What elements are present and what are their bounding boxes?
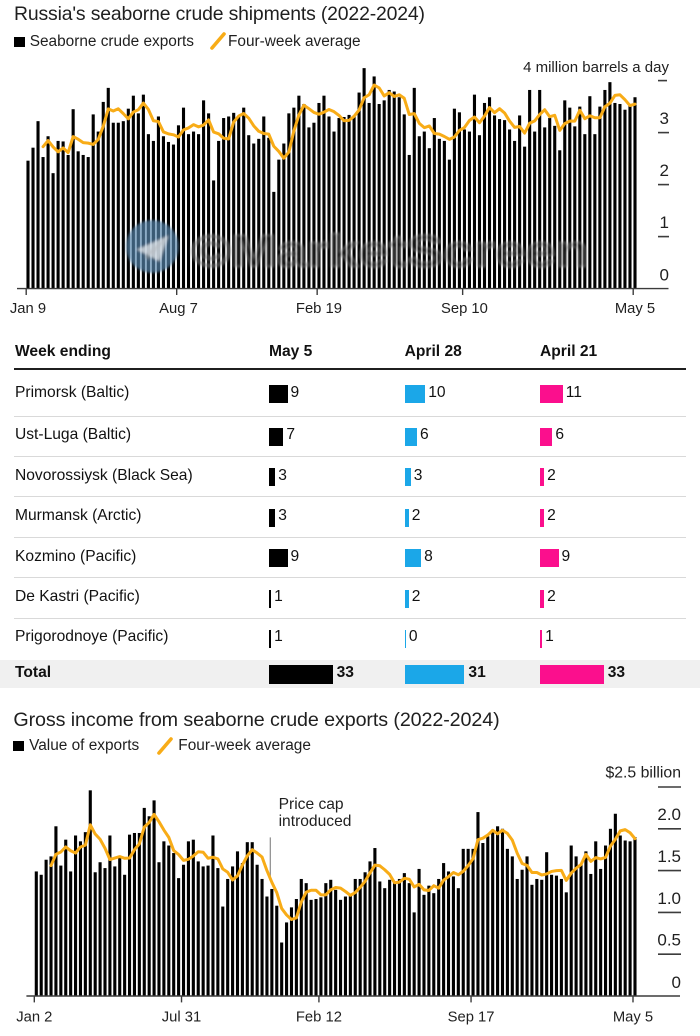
svg-text:Jul 31: Jul 31 xyxy=(162,1010,202,1026)
svg-text:Price cap: Price cap xyxy=(279,796,344,813)
svg-text:©MarketScreen: ©MarketScreen xyxy=(191,226,589,277)
svg-text:1: 1 xyxy=(660,213,669,232)
svg-text:Jan 2: Jan 2 xyxy=(16,1010,52,1026)
svg-text:1.5: 1.5 xyxy=(657,847,681,866)
svg-text:0.5: 0.5 xyxy=(657,931,681,950)
svg-text:0: 0 xyxy=(672,973,681,992)
svg-text:1.0: 1.0 xyxy=(657,889,681,908)
svg-text:May 5: May 5 xyxy=(615,301,655,317)
svg-text:Feb 19: Feb 19 xyxy=(296,301,342,317)
svg-text:2: 2 xyxy=(660,161,669,180)
svg-text:Aug 7: Aug 7 xyxy=(159,301,198,317)
svg-text:May 5: May 5 xyxy=(613,1010,653,1026)
svg-text:4 million barrels a day: 4 million barrels a day xyxy=(523,59,669,76)
svg-text:Jan 9: Jan 9 xyxy=(10,301,46,317)
svg-text:Sep 10: Sep 10 xyxy=(441,301,488,317)
svg-text:Sep 17: Sep 17 xyxy=(448,1010,495,1026)
svg-text:introduced: introduced xyxy=(279,813,352,830)
svg-text:Feb 12: Feb 12 xyxy=(296,1010,342,1026)
svg-text:3: 3 xyxy=(660,109,669,128)
svg-text:0: 0 xyxy=(660,266,669,285)
svg-text:2.0: 2.0 xyxy=(657,805,681,824)
svg-text:$2.5 billion: $2.5 billion xyxy=(605,764,681,781)
